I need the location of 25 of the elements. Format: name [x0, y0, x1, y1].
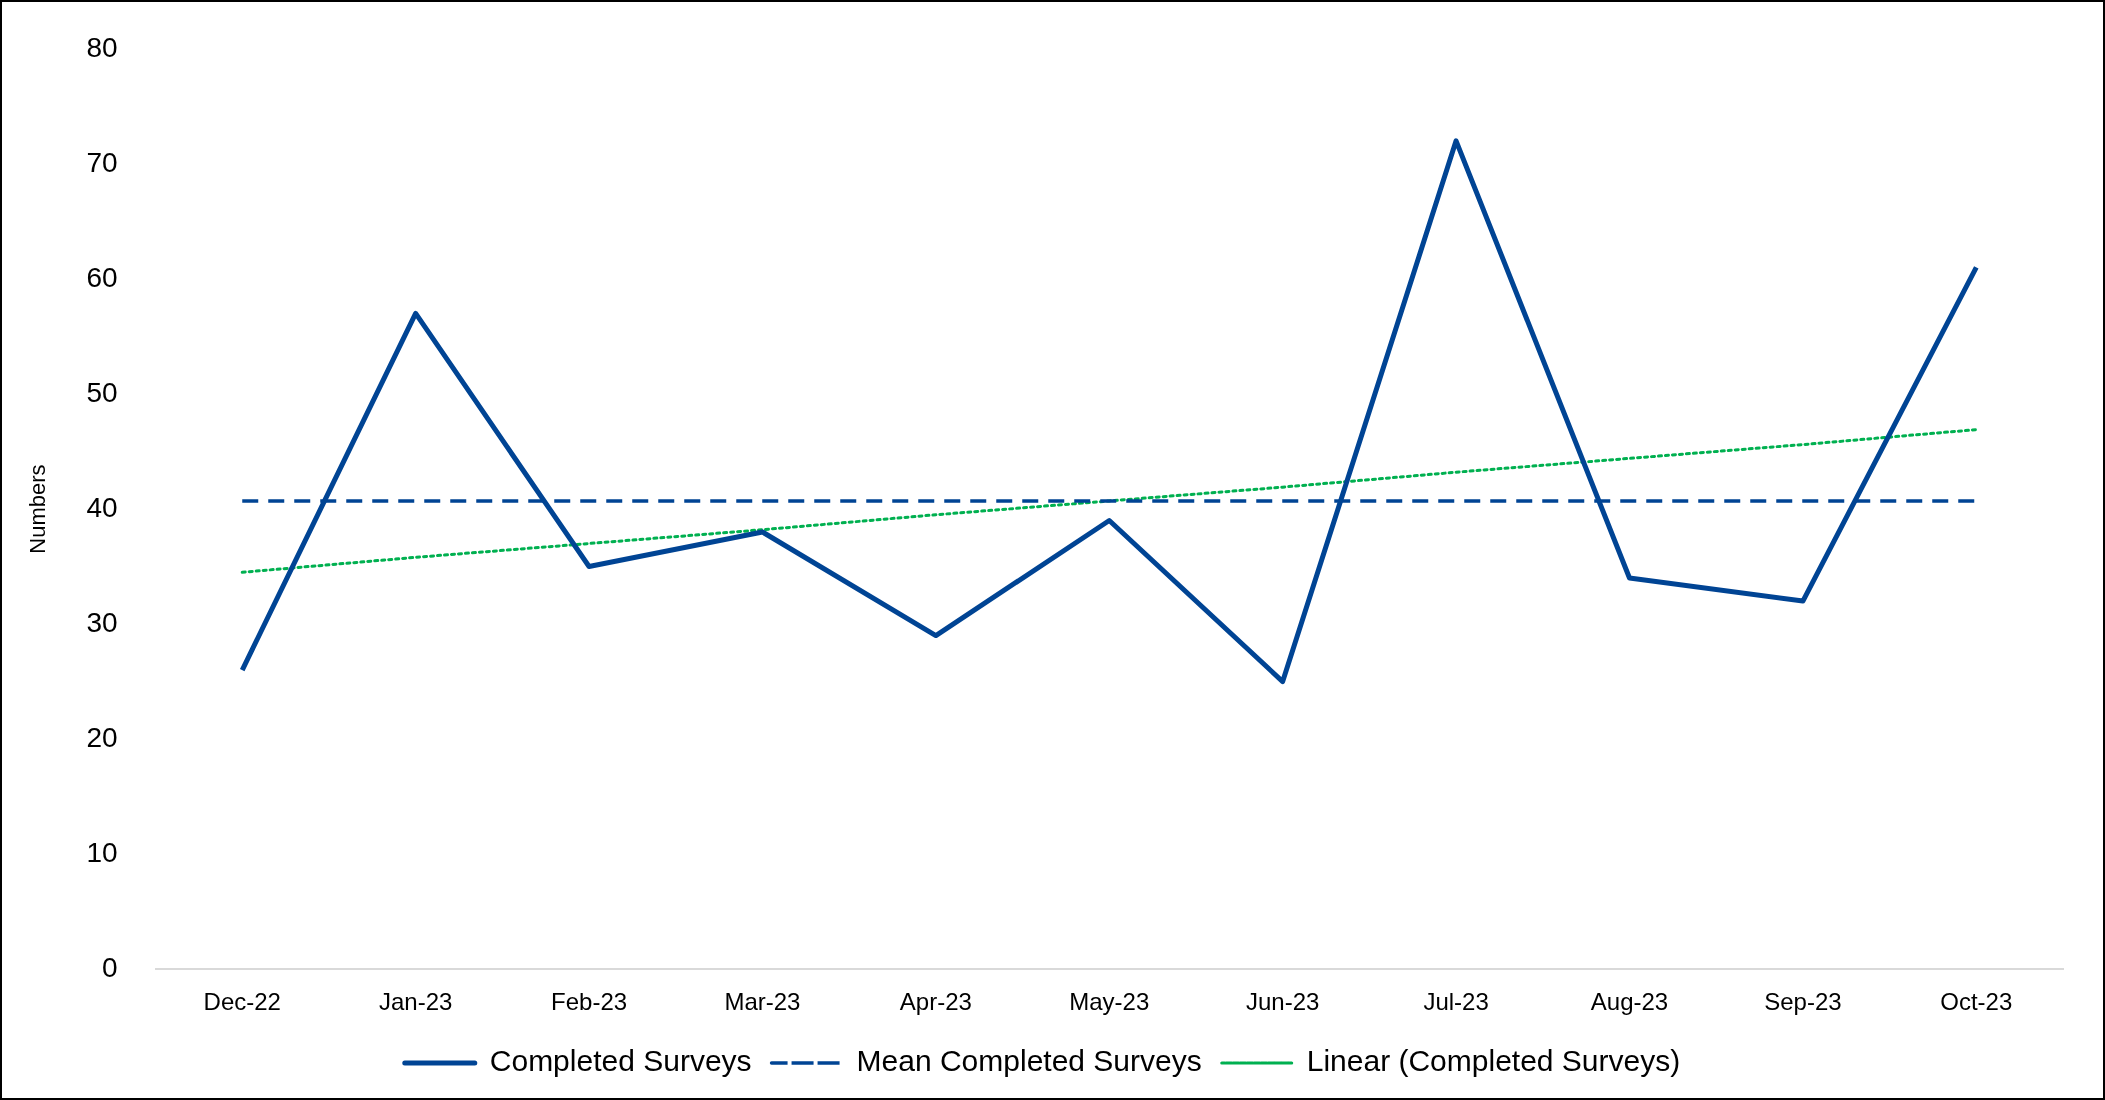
x-tick-label: May-23 — [1069, 988, 1150, 1016]
y-tick-label: 40 — [86, 491, 118, 523]
y-tick-label: 50 — [86, 376, 118, 408]
y-tick-label: 70 — [86, 146, 118, 178]
y-axis-title: Numbers — [25, 464, 51, 554]
y-tick-label: 80 — [86, 31, 118, 63]
x-tick-label: Sep-23 — [1764, 988, 1842, 1016]
x-tick-label: Oct-23 — [1940, 988, 2013, 1016]
y-tick-label: 60 — [86, 261, 118, 293]
x-tick-label: Aug-23 — [1590, 988, 1669, 1016]
x-tick-label: Mar-23 — [724, 988, 801, 1016]
line-series — [240, 428, 1978, 574]
x-tick-label: Feb-23 — [551, 988, 628, 1016]
x-tick-label: Jan-23 — [378, 988, 453, 1016]
x-tick-label: Jul-23 — [1423, 988, 1489, 1016]
y-tick-label: 10 — [86, 836, 118, 868]
x-tick-label: Jun-23 — [1245, 988, 1320, 1016]
x-tick-label: Dec-22 — [203, 988, 281, 1016]
legend-label: Mean Completed Surveys — [856, 1044, 1202, 1078]
y-tick-label: 0 — [101, 951, 118, 983]
y-tick-label: 30 — [86, 606, 118, 638]
y-tick-label: 20 — [86, 721, 118, 753]
legend-label: Linear (Completed Surveys) — [1306, 1044, 1681, 1078]
x-tick-label: Apr-23 — [899, 988, 972, 1016]
legend-label: Completed Surveys — [489, 1044, 752, 1078]
